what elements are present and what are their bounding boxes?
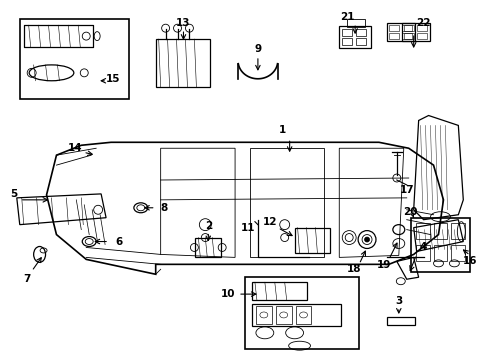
Text: 3: 3 <box>395 296 402 306</box>
Bar <box>245 277 359 349</box>
Bar <box>402 23 430 41</box>
Bar <box>295 306 312 324</box>
Text: 11: 11 <box>241 222 255 233</box>
Bar <box>416 223 430 239</box>
Bar <box>252 282 307 300</box>
Bar <box>342 29 352 36</box>
Bar <box>196 238 221 257</box>
Bar <box>404 33 414 39</box>
Bar <box>411 218 470 272</box>
Bar <box>402 33 412 39</box>
Text: 6: 6 <box>115 237 122 247</box>
Bar <box>252 304 341 326</box>
Bar <box>389 25 399 31</box>
Bar <box>451 246 466 261</box>
Text: 4: 4 <box>420 243 427 252</box>
Bar <box>20 19 129 99</box>
Text: 14: 14 <box>68 143 83 153</box>
Bar <box>256 306 272 324</box>
Bar <box>356 38 366 45</box>
Text: 22: 22 <box>416 18 431 28</box>
Bar <box>402 25 412 31</box>
Bar <box>347 19 365 27</box>
Bar <box>356 29 366 36</box>
Bar <box>416 25 427 31</box>
Bar <box>342 38 352 45</box>
Text: 15: 15 <box>106 74 120 84</box>
Text: 13: 13 <box>176 18 191 28</box>
Bar <box>451 223 466 239</box>
Bar <box>24 25 93 47</box>
Text: 7: 7 <box>23 274 30 284</box>
Bar <box>339 26 371 48</box>
Text: 16: 16 <box>463 256 477 266</box>
Text: 1: 1 <box>279 125 286 135</box>
Text: 17: 17 <box>399 185 414 195</box>
Text: 2: 2 <box>205 221 212 231</box>
Text: 9: 9 <box>254 44 262 54</box>
Bar <box>387 23 415 41</box>
Bar <box>434 223 447 239</box>
Bar <box>294 228 330 253</box>
Bar <box>276 306 292 324</box>
Bar <box>416 33 427 39</box>
Text: 8: 8 <box>160 203 167 213</box>
Text: 21: 21 <box>340 12 354 22</box>
Bar <box>416 246 430 261</box>
Text: 19: 19 <box>377 260 391 270</box>
Text: 12: 12 <box>263 217 277 227</box>
Text: 20: 20 <box>403 207 418 217</box>
Bar <box>389 33 399 39</box>
Bar <box>156 39 210 87</box>
Ellipse shape <box>365 237 369 242</box>
Text: 10: 10 <box>221 289 235 299</box>
Text: 18: 18 <box>347 264 362 274</box>
Text: 5: 5 <box>10 189 18 199</box>
Bar <box>387 317 415 325</box>
Bar <box>434 246 447 261</box>
Bar <box>404 25 414 31</box>
